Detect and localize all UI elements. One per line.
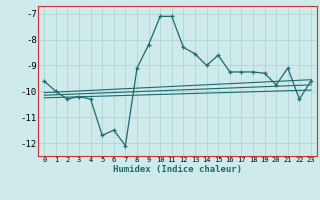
X-axis label: Humidex (Indice chaleur): Humidex (Indice chaleur): [113, 165, 242, 174]
